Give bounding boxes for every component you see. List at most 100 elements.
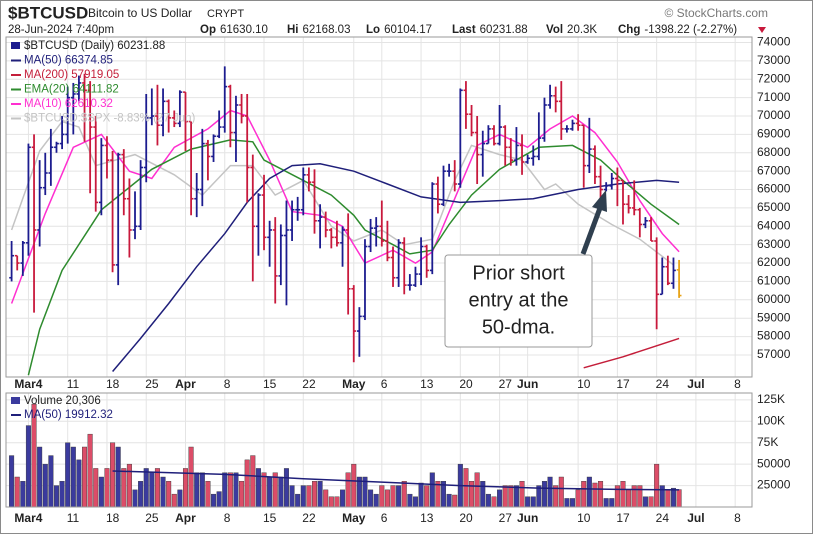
quote-value: 62168.03 [303,24,351,36]
volume-bar [356,476,362,507]
x-tick-label: 10 [577,377,591,391]
volume-bar [401,481,407,507]
quote-label: Chg [618,24,640,36]
volume-bar [351,463,357,507]
x-tick-label: 11 [67,511,80,525]
x-tick-label: 13 [420,377,434,391]
legend-label: MA(200) 57919.05 [24,69,119,81]
volume-bar [614,485,620,507]
volume-bar [110,442,116,507]
volume-bar [553,485,559,507]
volume-bar [143,468,149,507]
quote-label: Op [200,24,216,36]
volume-bar [390,485,396,507]
volume-bar [98,476,104,507]
x-tick-label: 22 [302,511,316,525]
volume-bar [368,489,374,507]
quote-label: Lo [366,24,380,36]
volume-bar [463,468,469,507]
line-series [10,120,674,266]
symbol-name: Bitcoin to US Dollar [88,6,192,20]
x-tick-label: 15 [263,377,277,391]
volume-bar [345,472,351,507]
y2-tick-label: 125K [757,392,785,406]
x-tick-label: 20 [459,511,473,525]
volume-bar [373,493,379,507]
volume-bar [25,425,31,507]
volume-bar [340,489,346,507]
volume-bar [379,485,385,507]
volume-bar [429,472,435,507]
x-tick-label: 15 [263,511,277,525]
x-tick-label: 6 [381,511,388,525]
volume-bar [300,485,306,507]
x-tick-label: Jul [687,511,704,525]
y2-tick-label: 50000 [757,456,791,470]
volume-bar [384,489,390,507]
credit: © StockCharts.com [664,6,768,20]
x-tick-label: 25 [145,511,159,525]
x-tick-label: 8 [224,377,231,391]
x-tick-label: Apr [175,377,196,391]
y-tick-label: 73000 [757,53,791,67]
exchange: CRYPT [207,8,244,20]
annotation-arrow-head [592,190,607,212]
annotation-text: entry at the [468,289,568,311]
volume-bar [132,489,138,507]
legend-label: MA(10) 62610.32 [24,98,113,110]
x-tick-label: 17 [616,511,630,525]
line-series [112,470,680,491]
volume-bar [530,496,536,507]
volume-bar [14,476,20,507]
volume-bar [586,476,592,507]
x-tick-label: 11 [67,377,80,391]
volume-bar [59,481,65,507]
volume-bar [166,481,172,507]
y-tick-label: 71000 [757,90,791,104]
x-tick-label: 24 [656,511,670,525]
legend-label: MA(50) 19912.32 [24,409,113,421]
volume-bar [244,459,250,507]
y-tick-label: 57000 [757,347,791,361]
volume-panel [5,392,753,508]
y-tick-label: 58000 [757,329,791,343]
legend-label: Volume 20,306 [24,395,101,407]
volume-bar [469,481,475,507]
volume-bar [205,481,211,507]
x-tick-label: 18 [106,377,120,391]
volume-bar [620,481,626,507]
volume-bar [642,496,648,507]
volume-bar [575,489,581,507]
volume-bar [626,489,632,507]
line-series [27,139,680,376]
volume-bar [311,481,317,507]
volume-bar [547,476,553,507]
quote-value: 20.3K [567,24,597,36]
volume-bar [637,485,643,507]
x-tick-label: 8 [734,377,741,391]
volume-bar [177,489,183,507]
volume-bar [536,485,542,507]
y2-tick-label: 75K [757,435,778,449]
volume-bar [609,498,615,507]
volume-bar [412,496,418,507]
volume-bar [452,494,458,507]
volume-bar [592,482,598,507]
x-tick-label: 20 [459,377,473,391]
volume-bar [497,489,503,507]
annotation-box [444,254,593,348]
line-series [583,337,680,369]
volume-bar [570,498,576,507]
volume-bar [508,485,514,507]
volume-bar [255,468,261,507]
quote-value: 61630.10 [220,24,268,36]
volume-bar [126,463,132,507]
x-tick-label: 25 [145,377,159,391]
volume-bar [558,476,564,507]
volume-bar [446,493,452,507]
volume-bar [104,468,110,507]
volume-bar [82,446,88,507]
